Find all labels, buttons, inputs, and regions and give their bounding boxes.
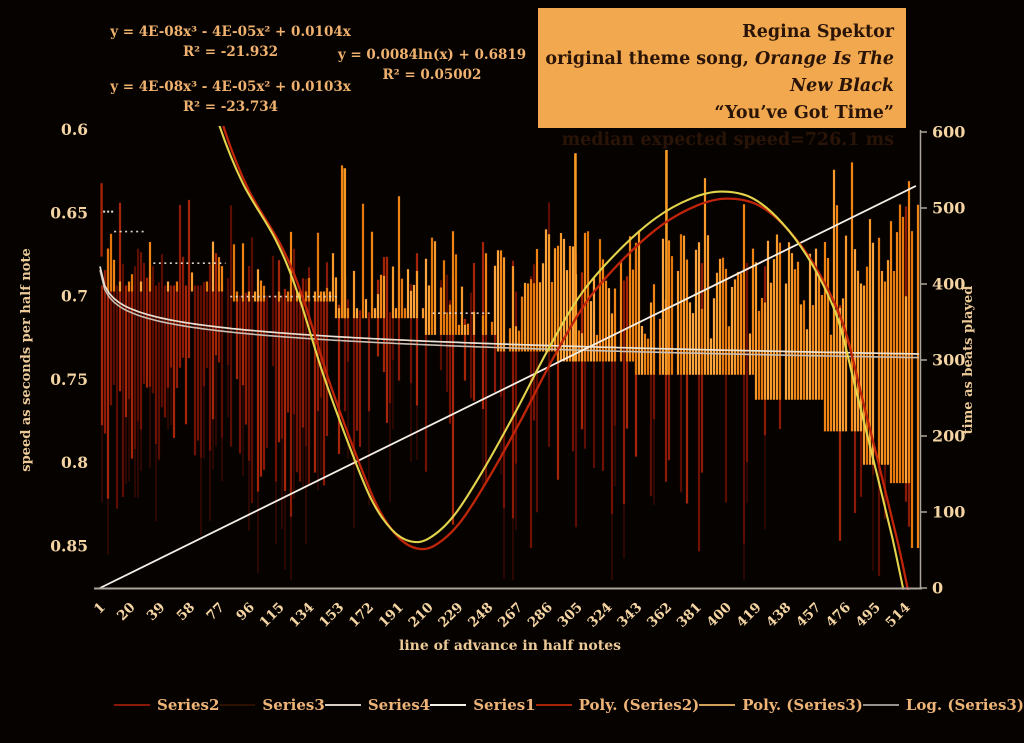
x-tick-label: 438 bbox=[763, 600, 794, 631]
y-left-tick-label: 0.75 bbox=[50, 370, 88, 389]
x-tick-label: 1 bbox=[91, 600, 109, 618]
poly-equation-2: y = 4E-08x³ - 4E-05x² + 0.0103x R² = -23… bbox=[103, 77, 358, 118]
x-tick-label: 39 bbox=[144, 600, 169, 625]
annotation-show-title: Orange Is The New Black bbox=[754, 49, 894, 96]
legend-item-poly-series3: Poly. (Series3) bbox=[699, 696, 863, 714]
y-right-tick-label: 600 bbox=[932, 123, 965, 142]
y-right-tick-label: 0 bbox=[932, 579, 943, 598]
poly-equation-2-formula: y = 4E-08x³ - 4E-05x² + 0.0103x bbox=[110, 79, 351, 95]
legend-item-series3: Series3 bbox=[219, 696, 325, 714]
legend-item-log-series3: Log. (Series3) bbox=[862, 696, 1024, 714]
legend-item-series2: Series2 bbox=[114, 696, 219, 714]
poly-equation-2-r2: R² = -23.734 bbox=[182, 99, 279, 116]
x-tick-label: 58 bbox=[174, 600, 199, 625]
annotation-song: “You’ve Got Time” bbox=[714, 103, 894, 123]
x-tick-label: 457 bbox=[793, 600, 824, 631]
y-left-tick-label: 0.85 bbox=[50, 536, 88, 555]
x-tick-label: 324 bbox=[584, 600, 615, 631]
x-tick-label: 419 bbox=[733, 600, 764, 631]
axes-layer: 0.6 0.65 0.7 0.75 0.8 0.85 0 100 200 300 400 500 600… bbox=[19, 120, 976, 654]
y-right-tick-label: 200 bbox=[932, 427, 965, 446]
x-tick-label: 115 bbox=[256, 600, 287, 631]
x-tick-label: 96 bbox=[233, 600, 258, 625]
bars-layer bbox=[100, 150, 920, 580]
legend-label: Series2 bbox=[157, 696, 220, 714]
legend-label: Series4 bbox=[367, 696, 431, 714]
legend-swatch bbox=[699, 704, 736, 706]
x-tick-label: 20 bbox=[114, 600, 139, 625]
series4-line bbox=[99, 269, 920, 359]
x-tick-label: 381 bbox=[674, 600, 705, 631]
y-left-tick-label: 0.6 bbox=[61, 120, 88, 139]
y-left-tick-label: 0.7 bbox=[61, 287, 88, 306]
x-tick-label: 514 bbox=[882, 600, 913, 631]
poly-series3-curve bbox=[218, 126, 905, 590]
poly-equation-1-r2: R² = -21.932 bbox=[182, 44, 279, 61]
x-tick-label: 229 bbox=[435, 600, 466, 631]
annotation-median-speed: median expected speed=726.1 ms bbox=[561, 130, 894, 150]
legend-item-series1: Series1 bbox=[430, 696, 536, 714]
y-left-tick-label: 0.65 bbox=[50, 203, 88, 222]
x-tick-label: 362 bbox=[644, 600, 675, 631]
legend-item-poly-series2: Poly. (Series2) bbox=[535, 696, 700, 714]
annotation-show-prefix: original theme song, bbox=[545, 49, 755, 69]
log-equation: y = 0.0084ln(x) + 0.6819 R² = 0.05002 bbox=[337, 45, 527, 86]
legend-label: Series1 bbox=[473, 696, 536, 714]
x-tick-label: 343 bbox=[614, 600, 645, 631]
x-tick-label: 172 bbox=[346, 600, 377, 631]
legend-swatch bbox=[324, 704, 361, 706]
y-right-axis-title: time as beats played bbox=[961, 286, 976, 435]
y-left-axis-title: speed as seconds per half note bbox=[19, 248, 34, 471]
legend-swatch bbox=[114, 704, 150, 706]
x-tick-label: 134 bbox=[286, 600, 317, 631]
series1-line bbox=[99, 185, 917, 589]
poly-equation-1-formula: y = 4E-08x³ - 4E-05x² + 0.0104x bbox=[110, 24, 351, 40]
poly-equation-1: y = 4E-08x³ - 4E-05x² + 0.0104x R² = -21… bbox=[103, 22, 358, 63]
y-right-tick-label: 400 bbox=[932, 275, 965, 294]
log-equation-r2: R² = 0.05002 bbox=[382, 67, 482, 84]
x-tick-label: 495 bbox=[853, 600, 884, 631]
legend-label: Poly. (Series3) bbox=[742, 696, 863, 714]
annotation-show: original theme song, Orange Is The New B… bbox=[544, 46, 894, 100]
lines-layer bbox=[99, 126, 920, 590]
y-left-tick-label: 0.8 bbox=[61, 453, 88, 472]
y-right-tick-label: 300 bbox=[932, 351, 965, 370]
x-tick-label: 77 bbox=[203, 600, 228, 625]
legend-swatch bbox=[219, 704, 256, 706]
x-tick-label: 305 bbox=[555, 600, 586, 631]
x-tick-label: 286 bbox=[525, 600, 556, 631]
y-right-tick-label: 100 bbox=[932, 503, 965, 522]
x-tick-label: 153 bbox=[316, 600, 347, 631]
x-tick-label: 210 bbox=[405, 600, 436, 631]
chart-legend: Series2 Series3 Series4 Series1 Poly. (Serie… bbox=[114, 696, 1024, 714]
x-tick-label: 400 bbox=[704, 600, 735, 631]
x-tick-label: 191 bbox=[376, 600, 407, 631]
y-right-tick-label: 500 bbox=[932, 199, 965, 218]
x-axis-title: line of advance in half notes bbox=[399, 638, 621, 654]
x-tick-label: 248 bbox=[465, 600, 496, 631]
legend-swatch bbox=[862, 704, 899, 706]
legend-item-series4: Series4 bbox=[324, 696, 431, 714]
legend-swatch bbox=[430, 704, 467, 706]
legend-label: Poly. (Series2) bbox=[578, 696, 700, 714]
x-tick-label: 476 bbox=[823, 600, 854, 631]
legend-label: Log. (Series3) bbox=[905, 696, 1024, 714]
x-tick-label: 267 bbox=[495, 600, 526, 631]
annotation-artist: Regina Spektor bbox=[742, 22, 894, 42]
poly-series2-curve bbox=[222, 126, 910, 590]
legend-label: Series3 bbox=[262, 696, 325, 714]
log-equation-formula: y = 0.0084ln(x) + 0.6819 bbox=[337, 47, 527, 63]
legend-swatch bbox=[535, 704, 572, 706]
annotation-box: Regina Spektor original theme song, Oran… bbox=[538, 8, 906, 150]
log-trendline bbox=[99, 266, 920, 355]
